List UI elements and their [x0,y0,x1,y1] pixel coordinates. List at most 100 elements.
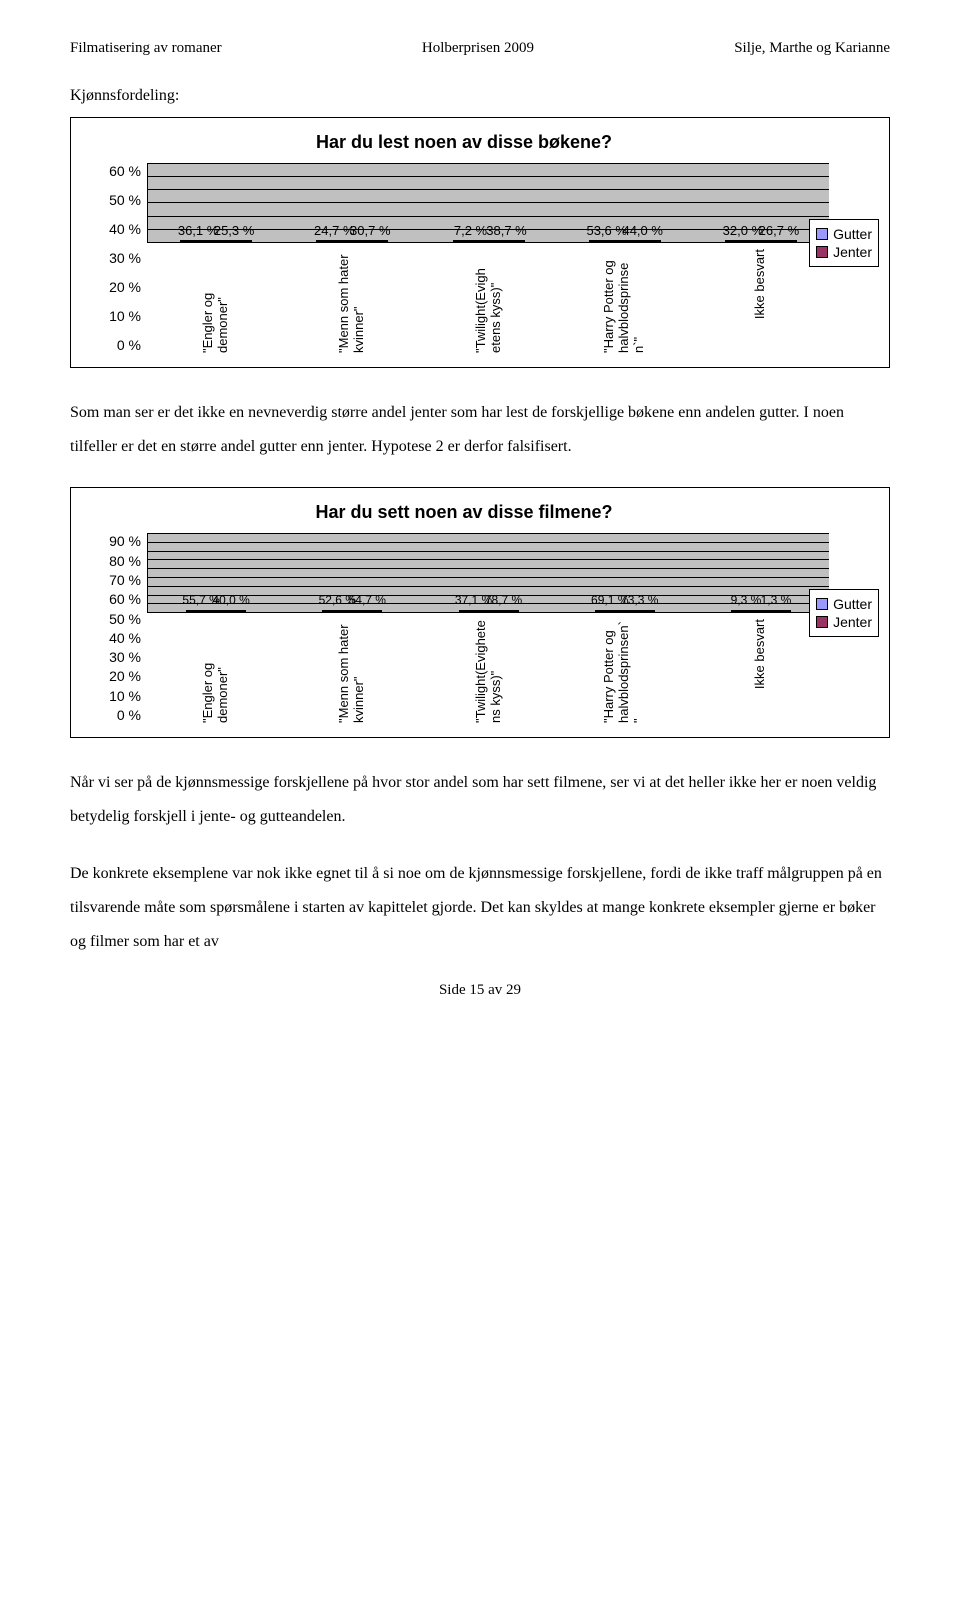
chart-films: Har du sett noen av disse filmene? 90 % 8… [70,487,890,738]
chart-films-title: Har du sett noen av disse filmene? [99,502,829,523]
ytick: 40 % [109,221,141,237]
bar-label: 25,3 % [214,223,254,238]
swatch-gutter [816,228,828,240]
chart-books-legend: Gutter Jenter [809,219,879,267]
ytick: 50 % [109,192,141,208]
header-right: Silje, Marthe og Karianne [734,40,890,57]
header-left: Filmatisering av romaner [70,40,222,57]
legend-jenter: Jenter [816,244,872,260]
xlabel: "Twilight(Evighete ns kyss)" [420,613,556,723]
bar-label: 38,7 % [486,223,526,238]
paragraph-1: Som man ser er det ikke en nevneverdig s… [70,396,890,463]
ytick: 40 % [109,630,141,646]
bar-jenter: 26,7 % [761,240,797,242]
ytick: 30 % [109,250,141,266]
bar-gutter: 37,1 % [459,610,489,612]
ytick: 70 % [109,572,141,588]
legend-jenter-label: Jenter [833,244,872,260]
xlabel: "Engler og demoner" [148,243,284,353]
header-center: Holberprisen 2009 [422,40,534,57]
bar-label: 7,2 % [454,223,487,238]
bar-jenter: 78,7 % [489,610,519,612]
bar-label: 40,0 % [212,593,249,607]
bar-jenter: 30,7 % [352,240,388,242]
chart-films-legend: Gutter Jenter [809,589,879,637]
bar-gutter: 24,7 % [316,240,352,242]
bar-gutter: 55,7 % [186,610,216,612]
ytick: 90 % [109,533,141,549]
bar-gutter: 53,6 % [589,240,625,242]
bar-gutter: 7,2 % [453,240,489,242]
legend-jenter: Jenter [816,614,872,630]
bar-group: 9,3 %1,3 % [693,610,829,612]
legend-gutter-label: Gutter [833,596,872,612]
bar-label: 1,3 % [761,593,792,607]
bar-label: 9,3 % [731,593,762,607]
paragraph-2: Når vi ser på de kjønnsmessige forskjell… [70,766,890,833]
ytick: 0 % [117,337,141,353]
bar-group: 36,1 %25,3 % [148,240,284,242]
chart-books-title: Har du lest noen av disse bøkene? [99,132,829,153]
bar-jenter: 38,7 % [489,240,525,242]
bar-jenter: 40,0 % [216,610,246,612]
ytick: 60 % [109,591,141,607]
bar-jenter: 1,3 % [761,610,791,612]
bar-label: 24,7 % [314,223,354,238]
bar-group: 32,0 %26,7 % [693,240,829,242]
bar-gutter: 9,3 % [731,610,761,612]
bar-label: 73,3 % [621,593,658,607]
bar-label: 36,1 % [178,223,218,238]
ytick: 80 % [109,553,141,569]
chart-books-plot: 36,1 %25,3 %24,7 %30,7 %7,2 %38,7 %53,6 … [147,163,829,243]
xlabel: "Menn som hater kvinner" [284,613,420,723]
page-footer: Side 15 av 29 [70,982,890,999]
chart-films-yaxis: 90 % 80 % 70 % 60 % 50 % 40 % 30 % 20 % 10 % 0 % [99,533,147,723]
bar-label: 44,0 % [622,223,662,238]
chart-books: Har du lest noen av disse bøkene? 60 %50… [70,117,890,368]
bar-jenter: 54,7 % [352,610,382,612]
bar-gutter: 36,1 % [180,240,216,242]
legend-jenter-label: Jenter [833,614,872,630]
xlabel: "Menn som hater kvinner" [284,243,420,353]
bar-label: 30,7 % [350,223,390,238]
bar-jenter: 25,3 % [216,240,252,242]
ytick: 20 % [109,279,141,295]
bar-group: 7,2 %38,7 % [420,240,556,242]
swatch-gutter [816,598,828,610]
bar-jenter: 73,3 % [625,610,655,612]
section-label: Kjønnsfordeling: [70,87,890,105]
swatch-jenter [816,246,828,258]
bar-label: 26,7 % [759,223,799,238]
bar-jenter: 44,0 % [625,240,661,242]
bar-group: 52,6 %54,7 % [284,610,420,612]
bar-group: 69,1 %73,3 % [557,610,693,612]
bar-gutter: 52,6 % [322,610,352,612]
bar-group: 24,7 %30,7 % [284,240,420,242]
bar-label: 32,0 % [723,223,763,238]
ytick: 30 % [109,649,141,665]
bar-group: 37,1 %78,7 % [420,610,556,612]
bar-group: 53,6 %44,0 % [557,240,693,242]
ytick: 0 % [117,707,141,723]
xlabel: "Engler og demoner" [148,613,284,723]
ytick: 10 % [109,688,141,704]
page-header: Filmatisering av romaner Holberprisen 20… [70,40,890,57]
bar-label: 53,6 % [586,223,626,238]
chart-books-xlabels: "Engler og demoner""Menn som hater kvinn… [147,243,829,353]
bar-label: 78,7 % [485,593,522,607]
xlabel: "Harry Potter og halvblodsprinsen` " [557,613,693,723]
ytick: 50 % [109,611,141,627]
chart-films-xlabels: "Engler og demoner""Menn som hater kvinn… [147,613,829,723]
bar-gutter: 69,1 % [595,610,625,612]
bar-gutter: 32,0 % [725,240,761,242]
xlabel: "Harry Potter og halvblodsprinse n`" [557,243,693,353]
swatch-jenter [816,616,828,628]
chart-books-yaxis: 60 %50 %40 %30 %20 %10 %0 % [99,163,147,353]
ytick: 10 % [109,308,141,324]
chart-films-plot: 55,7 %40,0 %52,6 %54,7 %37,1 %78,7 %69,1… [147,533,829,613]
xlabel: "Twilight(Evigh etens kyss)" [420,243,556,353]
bar-label: 54,7 % [349,593,386,607]
ytick: 20 % [109,668,141,684]
legend-gutter-label: Gutter [833,226,872,242]
paragraph-3: De konkrete eksemplene var nok ikke egne… [70,857,890,958]
